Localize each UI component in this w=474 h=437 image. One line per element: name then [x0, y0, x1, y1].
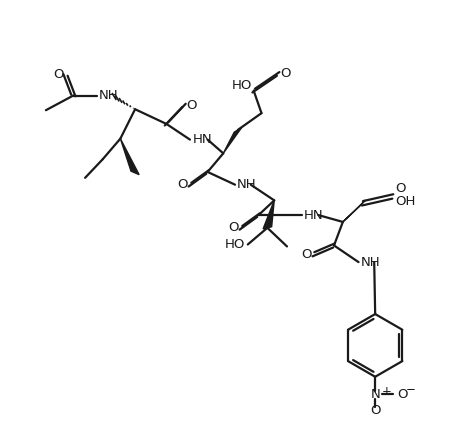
Text: NH: NH: [237, 178, 256, 191]
Text: O: O: [53, 69, 64, 81]
Text: HN: HN: [193, 133, 212, 146]
Text: O: O: [370, 404, 381, 416]
Text: NH: NH: [361, 256, 380, 269]
Polygon shape: [263, 201, 274, 229]
Polygon shape: [223, 128, 242, 153]
Text: HO: HO: [225, 238, 245, 251]
Polygon shape: [343, 200, 365, 222]
Text: NH: NH: [99, 89, 118, 102]
Text: HO: HO: [231, 79, 252, 92]
Text: O: O: [228, 221, 239, 234]
Text: O: O: [280, 67, 291, 80]
Text: HN: HN: [304, 208, 323, 222]
Text: O: O: [177, 178, 188, 191]
Text: OH: OH: [395, 195, 415, 208]
Text: O: O: [398, 388, 408, 401]
Polygon shape: [120, 139, 139, 175]
Text: N: N: [370, 388, 380, 401]
Text: O: O: [186, 99, 197, 112]
Text: −: −: [406, 383, 415, 396]
Text: O: O: [395, 182, 405, 195]
Text: O: O: [301, 248, 311, 261]
Text: +: +: [382, 385, 392, 398]
